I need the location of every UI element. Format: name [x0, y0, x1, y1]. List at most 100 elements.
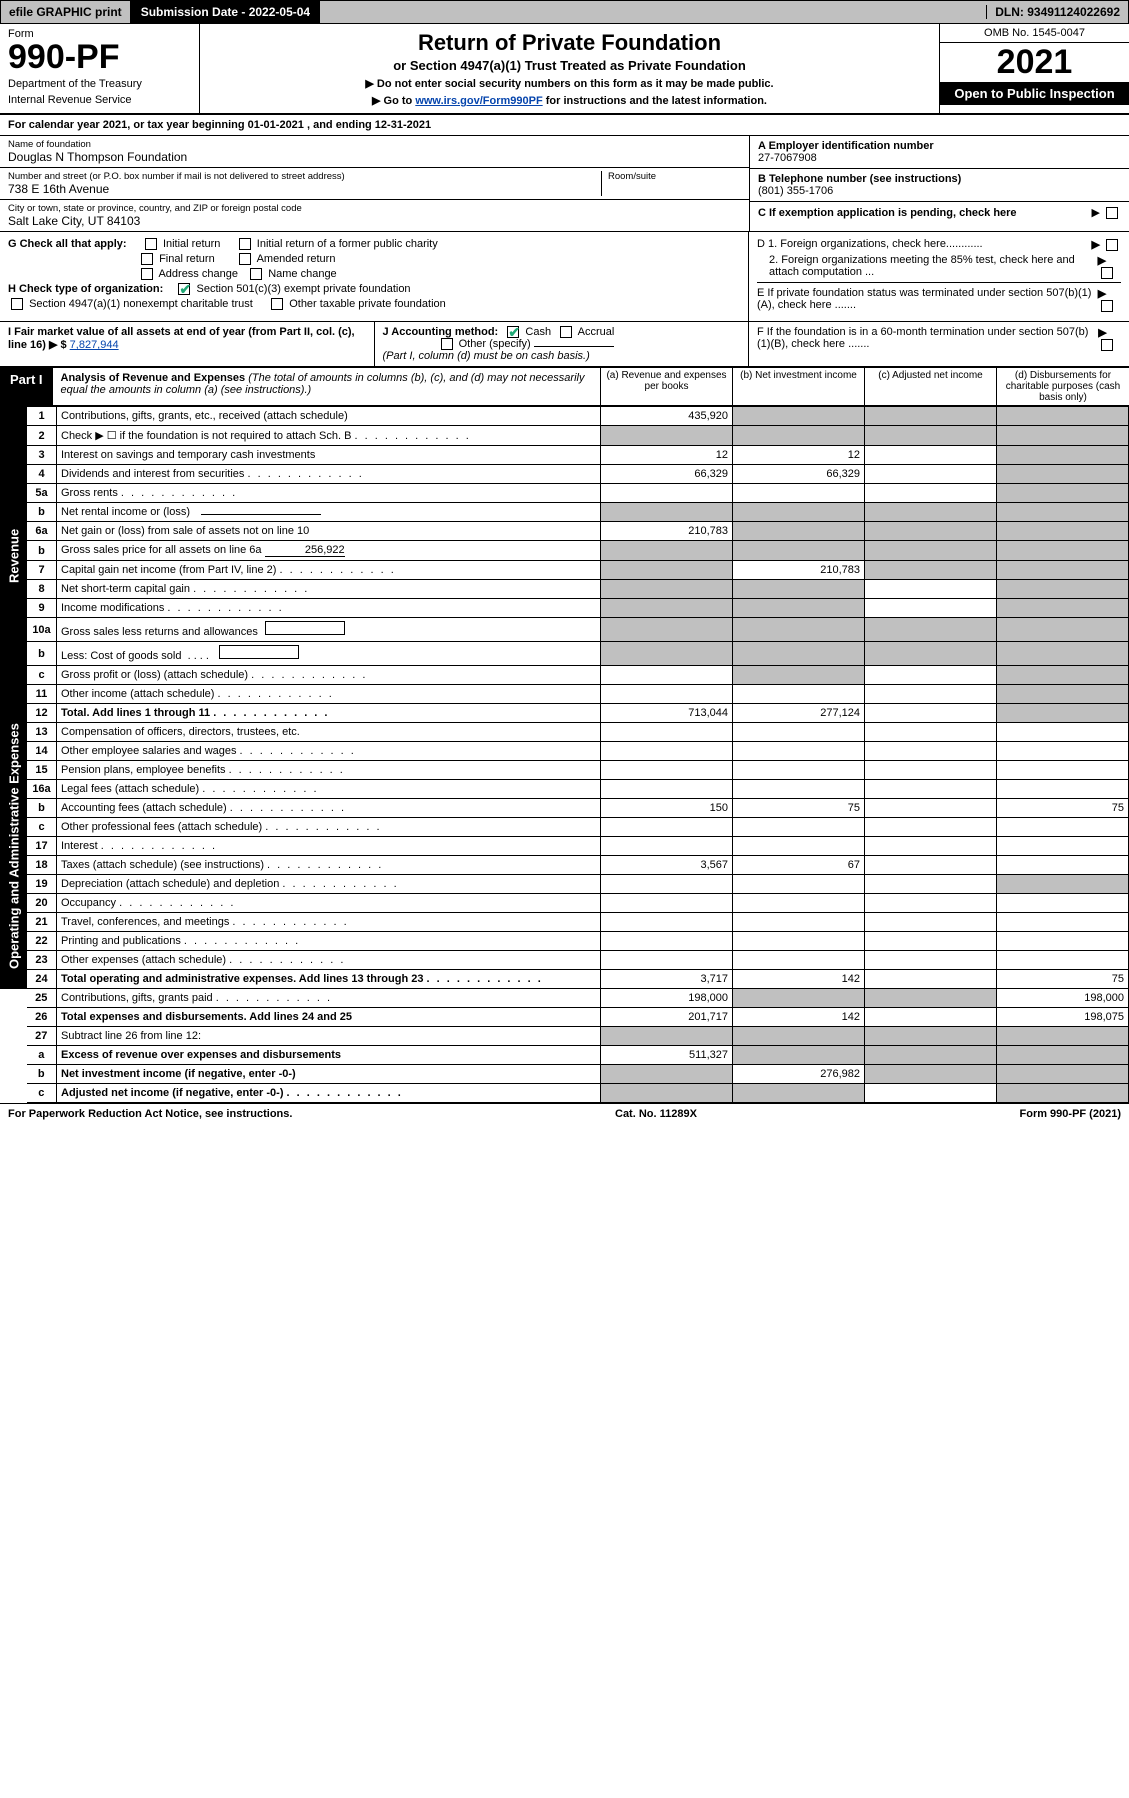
d1-checkbox[interactable] — [1106, 239, 1118, 251]
amended-checkbox[interactable] — [239, 253, 251, 265]
room-label: Room/suite — [608, 171, 741, 182]
r2-desc: Check ▶ ☐ if the foundation is not requi… — [61, 430, 351, 442]
header-center: Return of Private Foundation or Section … — [200, 24, 939, 113]
table-row: 8Net short-term capital gain — [1, 580, 1129, 599]
r9-desc: Income modifications — [61, 602, 164, 614]
section-j: J Accounting method: Cash Accrual Other … — [375, 322, 750, 366]
j-cash: Cash — [525, 326, 551, 338]
f-label: F If the foundation is in a 60-month ter… — [757, 326, 1098, 351]
4947-checkbox[interactable] — [11, 298, 23, 310]
r16a-desc: Legal fees (attach schedule) — [61, 783, 199, 795]
d1-label: D 1. Foreign organizations, check here..… — [757, 238, 983, 251]
table-row: 6aNet gain or (loss) from sale of assets… — [1, 522, 1129, 541]
info-left: Name of foundation Douglas N Thompson Fo… — [0, 136, 749, 231]
h-4947: Section 4947(a)(1) nonexempt charitable … — [29, 298, 253, 310]
i-label: I Fair market value of all assets at end… — [8, 326, 355, 351]
final-return-checkbox[interactable] — [141, 253, 153, 265]
name-change-checkbox[interactable] — [250, 268, 262, 280]
fmv-value[interactable]: 7,827,944 — [70, 339, 119, 351]
efile-label[interactable]: efile GRAPHIC print — [1, 1, 131, 23]
table-row: 27Subtract line 26 from line 12: — [1, 1027, 1129, 1046]
phone-value: (801) 355-1706 — [758, 185, 1121, 197]
e-checkbox[interactable] — [1101, 300, 1113, 312]
accrual-checkbox[interactable] — [560, 326, 572, 338]
tax-year: 2021 — [940, 43, 1129, 82]
part1-table: Revenue 1 Contributions, gifts, grants, … — [0, 406, 1129, 1103]
table-row: 14Other employee salaries and wages — [1, 742, 1129, 761]
section-g: G Check all that apply: Initial return I… — [0, 232, 749, 321]
r10a-desc: Gross sales less returns and allowances — [61, 626, 258, 638]
g-name: Name change — [268, 268, 337, 280]
title-main: Return of Private Foundation — [212, 30, 927, 56]
j-note: (Part I, column (d) must be on cash basi… — [383, 350, 590, 362]
footer-left: For Paperwork Reduction Act Notice, see … — [8, 1108, 292, 1120]
exemption-checkbox[interactable] — [1106, 207, 1118, 219]
r10b-desc: Less: Cost of goods sold — [61, 650, 181, 662]
lower-info: I Fair market value of all assets at end… — [0, 322, 1129, 368]
table-row: bNet investment income (if negative, ent… — [1, 1065, 1129, 1084]
table-row: 16aLegal fees (attach schedule) — [1, 780, 1129, 799]
table-row: 9Income modifications — [1, 599, 1129, 618]
table-row: 20Occupancy — [1, 894, 1129, 913]
table-row: 19Depreciation (attach schedule) and dep… — [1, 875, 1129, 894]
table-row: 22Printing and publications — [1, 932, 1129, 951]
footer-mid: Cat. No. 11289X — [615, 1108, 697, 1120]
page-footer: For Paperwork Reduction Act Notice, see … — [0, 1103, 1129, 1124]
initial-return-checkbox[interactable] — [145, 238, 157, 250]
r19-desc: Depreciation (attach schedule) and deple… — [61, 878, 279, 890]
j-accrual: Accrual — [578, 326, 615, 338]
r10c-desc: Gross profit or (loss) (attach schedule) — [61, 669, 248, 681]
top-bar: efile GRAPHIC print Submission Date - 20… — [0, 0, 1129, 24]
check-section-1: G Check all that apply: Initial return I… — [0, 232, 1129, 322]
city-label: City or town, state or province, country… — [8, 203, 741, 214]
irs-link[interactable]: www.irs.gov/Form990PF — [415, 95, 542, 107]
table-row: 21Travel, conferences, and meetings — [1, 913, 1129, 932]
table-row: 26Total expenses and disbursements. Add … — [1, 1008, 1129, 1027]
501c3-checkbox[interactable] — [178, 283, 190, 295]
col-b: (b) Net investment income — [733, 368, 865, 405]
part1-desc: Analysis of Revenue and Expenses (The to… — [53, 368, 601, 405]
j-label: J Accounting method: — [383, 326, 499, 338]
r18-desc: Taxes (attach schedule) (see instruction… — [61, 859, 264, 871]
r7-desc: Capital gain net income (from Part IV, l… — [61, 564, 276, 576]
address-change-checkbox[interactable] — [141, 268, 153, 280]
d2-checkbox[interactable] — [1101, 267, 1113, 279]
phone-label: B Telephone number (see instructions) — [758, 173, 1121, 185]
r16b-desc: Accounting fees (attach schedule) — [61, 802, 227, 814]
g-initial-public: Initial return of a former public charit… — [257, 238, 438, 250]
form-number: 990-PF — [8, 40, 191, 74]
table-row: 24Total operating and administrative exp… — [1, 970, 1129, 989]
revenue-tab: Revenue — [1, 407, 27, 704]
other-checkbox[interactable] — [441, 338, 453, 350]
ein-label: A Employer identification number — [758, 140, 1121, 152]
r17-desc: Interest — [61, 840, 98, 852]
g-address: Address change — [158, 268, 238, 280]
d2-label: 2. Foreign organizations meeting the 85%… — [757, 254, 1098, 279]
arrow-icon: ▶ — [1091, 206, 1121, 219]
street-address: 738 E 16th Avenue — [8, 182, 601, 196]
note-ssn: ▶ Do not enter social security numbers o… — [212, 77, 927, 90]
other-taxable-checkbox[interactable] — [271, 298, 283, 310]
r21-desc: Travel, conferences, and meetings — [61, 916, 229, 928]
table-row: 4Dividends and interest from securities … — [1, 465, 1129, 484]
header-left: Form 990-PF Department of the Treasury I… — [0, 24, 200, 113]
r23-desc: Other expenses (attach schedule) — [61, 954, 226, 966]
r6b-desc: Gross sales price for all assets on line… — [61, 544, 262, 556]
city-value: Salt Lake City, UT 84103 — [8, 214, 741, 228]
initial-public-checkbox[interactable] — [239, 238, 251, 250]
e-label: E If private foundation status was termi… — [757, 287, 1098, 312]
g-final: Final return — [159, 253, 215, 265]
section-f: F If the foundation is in a 60-month ter… — [749, 322, 1129, 366]
r12-desc: Total. Add lines 1 through 11 — [61, 707, 210, 719]
header-right: OMB No. 1545-0047 2021 Open to Public In… — [939, 24, 1129, 113]
table-row: bGross sales price for all assets on lin… — [1, 541, 1129, 561]
cash-checkbox[interactable] — [507, 326, 519, 338]
form-header: Form 990-PF Department of the Treasury I… — [0, 24, 1129, 115]
r6b-inline: 256,922 — [265, 544, 345, 557]
f-checkbox[interactable] — [1101, 339, 1113, 351]
table-row: cOther professional fees (attach schedul… — [1, 818, 1129, 837]
col-d: (d) Disbursements for charitable purpose… — [997, 368, 1129, 405]
foundation-name: Douglas N Thompson Foundation — [8, 150, 741, 164]
r27c-desc: Adjusted net income (if negative, enter … — [61, 1087, 283, 1099]
title-sub: or Section 4947(a)(1) Trust Treated as P… — [212, 58, 927, 73]
